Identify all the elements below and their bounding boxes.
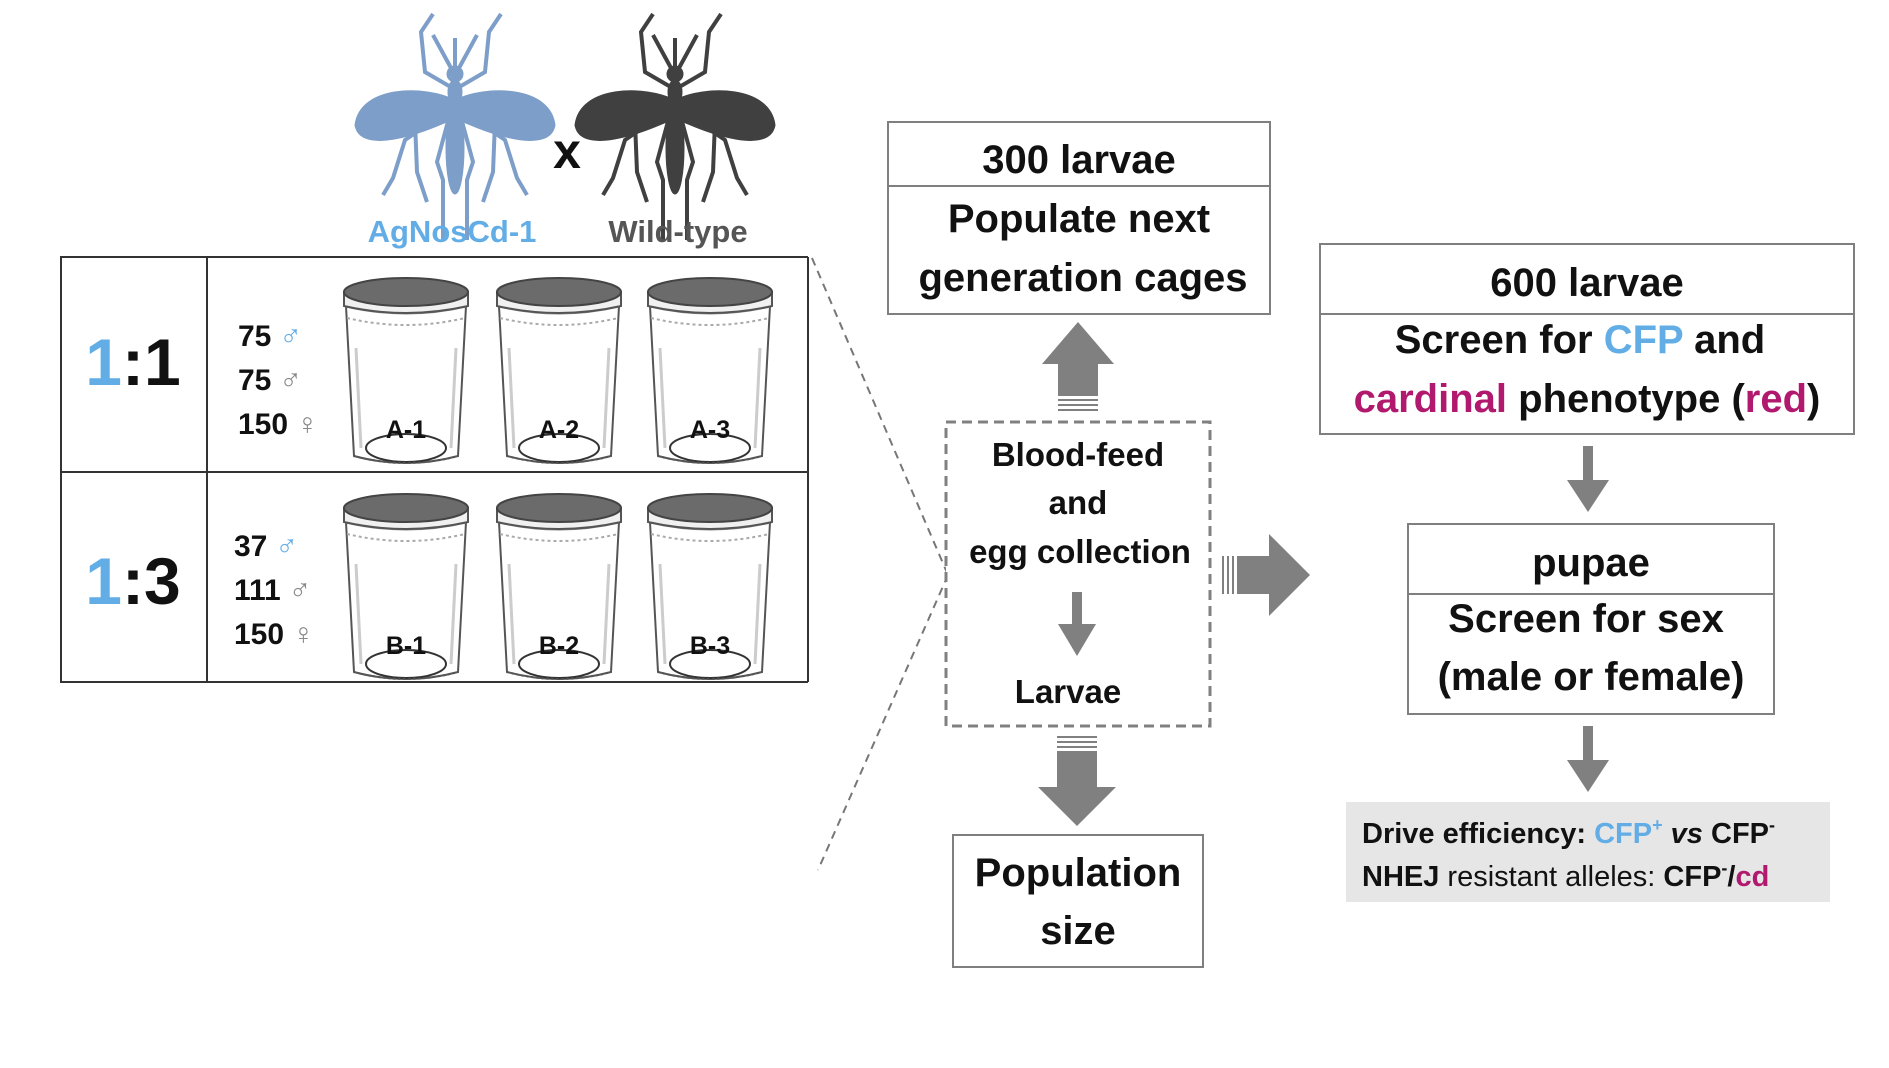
counts-row-1: 75 ♂ 75 ♂ 150 ♀: [238, 320, 319, 441]
ratio-label-row-2: 1:3: [85, 544, 180, 618]
next-gen-line-2: generation cages: [918, 256, 1247, 300]
count-item: 111 ♂: [234, 574, 311, 607]
next-gen-line-1: Populate next: [948, 197, 1210, 241]
down-arrow: [1038, 736, 1116, 826]
larvae-label: Larvae: [1015, 673, 1121, 710]
cage-label: A-2: [539, 416, 579, 444]
cage-label: B-2: [539, 632, 579, 660]
population-size-box: Population size: [952, 834, 1204, 968]
counts-row-2: 37 ♂ 111 ♂ 150 ♀: [234, 530, 315, 651]
result-box: Drive efficiency: CFP+ vs CFP- NHEJ resi…: [1346, 802, 1830, 902]
cage-label: A-1: [386, 416, 426, 444]
blood-feed-line-2: and: [1049, 484, 1108, 521]
drive-efficiency-line: Drive efficiency: CFP+ vs CFP-: [1362, 815, 1775, 850]
count-item: 150 ♀: [234, 618, 315, 651]
screen-title: 600 larvae: [1490, 261, 1684, 305]
screen-cfp-box: 600 larvae Screen for CFP and cardinal p…: [1319, 243, 1855, 435]
pupae-line-1: Screen for sex: [1448, 597, 1724, 641]
cage-label: B-3: [690, 632, 730, 660]
blood-feed-box: Blood-feed and egg collection Larvae: [944, 420, 1212, 728]
transgenic-label: AgNosCd-1: [368, 214, 537, 249]
count-item: 75 ♂: [238, 364, 302, 397]
blood-feed-line-1: Blood-feed: [992, 436, 1164, 473]
pupae-box: pupae Screen for sex (male or female): [1407, 523, 1775, 715]
count-item: 150 ♀: [238, 408, 319, 441]
cages-table: [60, 256, 809, 683]
wildtype-label: Wild-type: [608, 214, 747, 249]
count-item: 75 ♂: [238, 320, 302, 353]
transgenic-mosquito-icon: [353, 12, 557, 242]
screen-line-2: cardinal phenotype (red): [1354, 377, 1821, 421]
population-line-1: Population: [975, 851, 1182, 895]
cage-label: A-3: [690, 416, 730, 444]
ratio-label-row-1: 1:1: [85, 325, 180, 399]
up-arrow: [1042, 322, 1114, 411]
down-arrow-to-pupae: [1567, 446, 1609, 512]
screen-line-1: Screen for CFP and: [1395, 318, 1765, 362]
inner-down-arrow: [1058, 592, 1096, 656]
count-item: 37 ♂: [234, 530, 298, 563]
population-line-2: size: [1040, 909, 1116, 953]
pupae-line-2: (male or female): [1438, 655, 1745, 699]
cross-symbol: x: [553, 123, 581, 179]
pupae-title: pupae: [1532, 541, 1650, 585]
down-arrow-to-result: [1567, 726, 1609, 792]
next-gen-title: 300 larvae: [982, 138, 1176, 182]
next-generation-box: 300 larvae Populate next generation cage…: [887, 121, 1271, 315]
cage-label: B-1: [386, 632, 426, 660]
blood-feed-line-3: egg collection: [969, 533, 1191, 570]
wildtype-mosquito-icon: [573, 12, 777, 242]
nhej-line: NHEJ resistant alleles: CFP-/cd: [1362, 858, 1769, 893]
right-arrow: [1222, 534, 1310, 616]
zoom-lines: [811, 257, 949, 871]
